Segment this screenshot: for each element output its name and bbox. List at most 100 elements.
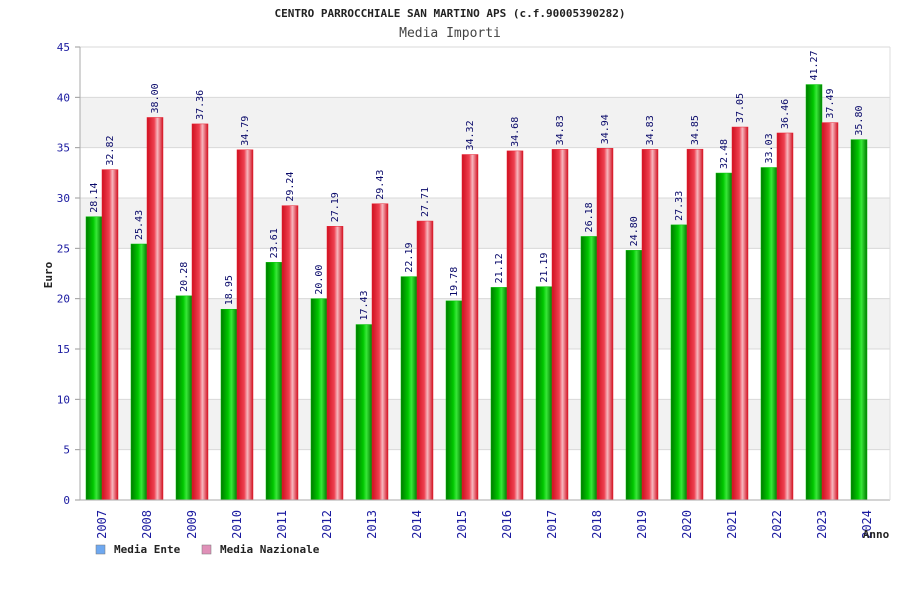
bar-media-ente-2009 (175, 295, 193, 501)
y-tick-label: 25 (57, 242, 70, 255)
value-label: 19.78 (449, 267, 460, 297)
x-tick-label: 2019 (635, 510, 649, 539)
grid-bands (80, 97, 890, 450)
x-tick-label: 2010 (230, 510, 244, 539)
bar-media-ente-2017 (535, 286, 553, 501)
y-tick-label: 5 (63, 444, 70, 457)
value-label: 25.43 (134, 210, 145, 240)
bar-media-ente-2016 (490, 287, 508, 501)
value-label: 34.32 (465, 120, 476, 150)
value-label: 20.00 (314, 265, 325, 295)
bar-media-nazionale-2016 (506, 150, 524, 501)
chart-title: CENTRO PARROCCHIALE SAN MARTINO APS (c.f… (275, 7, 626, 20)
bar-media-nazionale-2021 (731, 126, 749, 501)
value-label: 35.80 (854, 106, 865, 136)
value-label: 27.19 (330, 192, 341, 222)
value-label: 32.48 (719, 139, 730, 169)
y-axis-ticks: 0 5 10 15 20 25 30 35 40 45 (57, 41, 80, 507)
bar-media-ente-2011 (265, 262, 283, 501)
bar-media-nazionale-2015 (461, 154, 479, 501)
value-label: 33.03 (764, 133, 775, 163)
x-tick-label: 2014 (410, 510, 424, 539)
x-tick-label: 2009 (185, 510, 199, 539)
value-label: 34.85 (690, 115, 701, 145)
x-tick-label: 2022 (770, 510, 784, 539)
x-axis-label: Anno (863, 528, 890, 541)
x-tick-label: 2007 (95, 510, 109, 539)
value-labels: 28.14 32.82 25.43 38.00 20.28 37.36 18.95 34.79… (89, 50, 865, 320)
bar-media-ente-2014 (400, 276, 418, 501)
value-label: 29.24 (285, 172, 296, 202)
value-label: 38.00 (150, 83, 161, 113)
value-label: 18.95 (224, 275, 235, 305)
value-label: 34.94 (600, 114, 611, 144)
bar-media-ente-2018 (580, 236, 598, 501)
bar-media-ente-2010 (220, 308, 238, 501)
bar-media-ente-2020 (670, 224, 688, 501)
x-tick-label: 2018 (590, 510, 604, 539)
y-tick-label: 45 (57, 41, 70, 54)
bar-media-ente-2008 (130, 243, 148, 501)
bar-media-nazionale-2010 (236, 149, 254, 501)
bar-media-nazionale-2007 (101, 169, 119, 501)
y-tick-label: 30 (57, 192, 70, 205)
value-label: 21.19 (539, 253, 550, 283)
value-label: 37.05 (735, 93, 746, 123)
grid-band (80, 399, 890, 450)
bar-media-nazionale-2022 (776, 132, 794, 501)
x-tick-label: 2012 (320, 510, 334, 539)
x-tick-label: 2011 (275, 510, 289, 539)
bar-media-ente-2022 (760, 167, 778, 501)
bar-media-nazionale-2011 (281, 205, 299, 501)
bar-media-nazionale-2008 (146, 117, 164, 501)
y-tick-label: 15 (57, 343, 70, 356)
bar-media-ente-2012 (310, 298, 328, 501)
x-tick-label: 2015 (455, 510, 469, 539)
legend-swatch-media-nazionale (201, 544, 212, 555)
value-label: 32.82 (105, 136, 116, 166)
grid-band (80, 298, 890, 349)
bar-media-ente-2007 (85, 216, 103, 501)
x-tick-label: 2016 (500, 510, 514, 539)
bar-media-nazionale-2013 (371, 203, 389, 501)
value-label: 23.61 (269, 228, 280, 258)
value-label: 20.28 (179, 262, 190, 292)
value-label: 37.36 (195, 90, 206, 120)
bar-media-nazionale-2018 (596, 148, 614, 501)
value-label: 34.83 (555, 115, 566, 145)
x-tick-label: 2013 (365, 510, 379, 539)
bar-media-nazionale-2012 (326, 226, 344, 501)
value-label: 34.79 (240, 116, 251, 146)
y-tick-label: 10 (57, 393, 70, 406)
bar-media-nazionale-2017 (551, 149, 569, 501)
bar-media-nazionale-2020 (686, 148, 704, 501)
value-label: 22.19 (404, 243, 415, 273)
grid-band (80, 97, 890, 148)
value-label: 27.71 (420, 187, 431, 217)
value-label: 36.46 (780, 99, 791, 129)
y-tick-label: 35 (57, 142, 70, 155)
x-tick-label: 2020 (680, 510, 694, 539)
value-label: 28.14 (89, 183, 100, 213)
legend-label: Media Nazionale (220, 543, 320, 556)
bar-media-nazionale-2019 (641, 149, 659, 501)
chart-subtitle: Media Importi (399, 26, 501, 41)
axes (79, 47, 891, 501)
legend: Media Ente Media Nazionale (95, 543, 320, 556)
y-axis-label: Euro (42, 261, 55, 288)
x-tick-label: 2023 (815, 510, 829, 539)
bar-media-nazionale-2009 (191, 123, 209, 501)
grid-band (80, 198, 890, 249)
value-label: 21.12 (494, 253, 505, 283)
value-label: 37.49 (825, 88, 836, 118)
y-tick-label: 40 (57, 91, 70, 104)
x-tick-label: 2008 (140, 510, 154, 539)
value-label: 27.33 (674, 191, 685, 221)
y-tick-label: 20 (57, 293, 70, 306)
bar-media-ente-2023 (805, 84, 823, 501)
value-label: 34.83 (645, 115, 656, 145)
legend-swatch-media-ente (95, 544, 106, 555)
x-tick-label: 2024 (860, 510, 874, 539)
y-tick-label: 0 (63, 494, 70, 507)
